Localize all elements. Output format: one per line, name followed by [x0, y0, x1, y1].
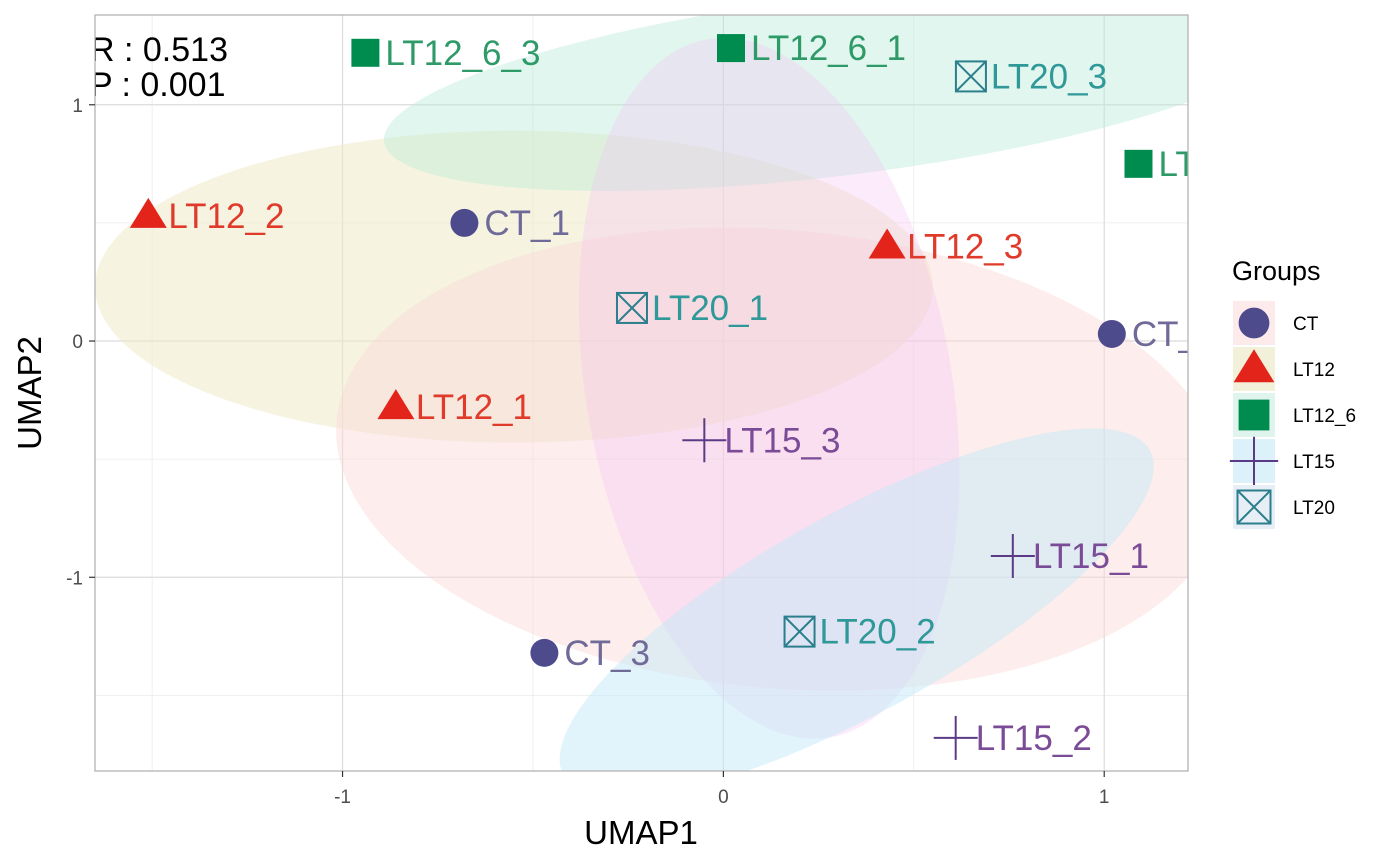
y-tick-label: 0 [72, 332, 83, 353]
point-label-ct-3: CT_3 [564, 634, 650, 673]
point-label-lt15-2: LT15_2 [976, 719, 1092, 758]
legend-label-lt20: LT20 [1293, 498, 1335, 519]
plot-panel-border [94, 14, 1189, 772]
legend: Groups CT LT12 LT12_6 LT15 LT20 [1229, 256, 1356, 529]
legend-label-lt12-6: LT12_6 [1293, 406, 1356, 427]
point-lt15-1 [990, 534, 1035, 579]
legend-symbol-lt12 [1233, 349, 1275, 383]
r-statistic-label: R : 0.513 [90, 31, 228, 69]
point-lt12-2 [129, 197, 167, 228]
point-label-lt20-1: LT20_1 [652, 289, 768, 328]
legend-label-lt15: LT15 [1293, 452, 1335, 473]
x-axis-title: UMAP1 [584, 814, 698, 851]
y-tick-label: 1 [72, 96, 83, 117]
point-lt20-2 [783, 615, 816, 648]
point-lt20-3 [954, 60, 987, 93]
ellipse-lt12-6 [383, 15, 1188, 191]
point-label-lt12-6-3: LT12_6_3 [385, 34, 540, 73]
point-label-lt20-2: LT20_2 [820, 613, 936, 652]
point-lt20-1 [615, 291, 648, 324]
axis-ticks: -1 0 1 -1 0 1 [66, 96, 1109, 808]
legend-symbol-lt12-6 [1238, 399, 1270, 431]
x-tick-label: 0 [718, 787, 729, 808]
point-lt12-6-1 [716, 34, 745, 63]
x-tick-label: 1 [1099, 787, 1110, 808]
data-points: CT_1 CT_2 CT_3 LT12_2 LT12_3 LT12_1 LT12_6_3 LT… [129, 29, 1313, 760]
legend-symbol-lt15 [1229, 436, 1279, 486]
legend-symbol-ct [1238, 307, 1270, 339]
point-label-lt15-3: LT15_3 [724, 421, 840, 460]
point-label-lt15-1: LT15_1 [1033, 537, 1149, 576]
point-label-lt12-1: LT12_1 [416, 388, 532, 427]
x-tick-label: -1 [334, 787, 351, 808]
legend-label-ct: CT [1293, 314, 1319, 335]
group-ellipses [95, 15, 1188, 771]
point-label-lt12-6-1: LT12_6_1 [751, 29, 906, 68]
statistics-annotation: R : 0.513 P : 0.001 [90, 31, 228, 104]
point-lt12-6-2 [1124, 149, 1153, 178]
point-label-ct-1: CT_1 [484, 204, 570, 243]
point-lt12-3 [868, 228, 906, 259]
point-lt15-3 [682, 418, 727, 463]
ellipse-lt12 [95, 130, 933, 443]
point-label-lt20-3: LT20_3 [991, 57, 1107, 96]
legend-title: Groups [1232, 256, 1321, 286]
point-lt15-2 [933, 715, 978, 760]
point-ct-3 [530, 638, 559, 667]
point-ct-2 [1097, 319, 1126, 348]
point-label-lt12-6-2: LT12_6_2 [1158, 145, 1313, 184]
y-axis-title: UMAP2 [11, 336, 48, 450]
y-tick-label: -1 [66, 568, 83, 589]
point-label-lt12-3: LT12_3 [907, 228, 1023, 267]
legend-label-lt12: LT12 [1293, 360, 1335, 381]
point-label-lt12-2: LT12_2 [168, 197, 284, 236]
legend-symbol-lt20 [1236, 489, 1272, 525]
point-ct-1 [450, 208, 479, 237]
point-label-ct-2: CT_2 [1132, 315, 1218, 354]
ellipse-lt15 [559, 428, 1154, 771]
p-statistic-label: P : 0.001 [90, 66, 226, 104]
point-lt12-1 [377, 389, 415, 420]
point-lt12-6-3 [351, 38, 380, 67]
